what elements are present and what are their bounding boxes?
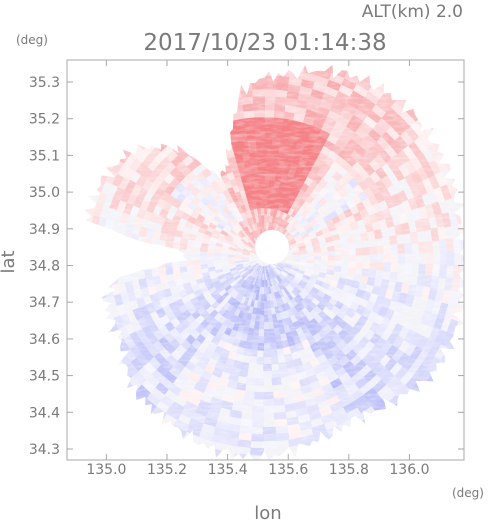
y-axis-label: lat	[0, 250, 19, 273]
plot-frame	[66, 59, 465, 461]
y-tick-label: 35.0	[29, 185, 60, 201]
x-tick-label: 135.4	[208, 462, 248, 478]
y-tick-label: 35.1	[29, 148, 60, 164]
y-tick-label: 34.5	[29, 369, 60, 385]
y-tick-label: 34.9	[29, 222, 60, 238]
x-tick-label: 135.0	[86, 462, 126, 478]
y-tick-label: 34.6	[29, 332, 60, 348]
x-tick-label: 135.2	[147, 462, 187, 478]
x-tick-label: 135.6	[268, 462, 308, 478]
y-tick-label: 35.2	[29, 112, 60, 128]
x-axis-label: lon	[254, 503, 281, 521]
y-tick-label: 34.8	[29, 259, 60, 275]
y-axis: 34.3 34.4 34.5 34.6 34.7 34.8 34.9 35.0 35.1 35.2…	[29, 75, 464, 458]
y-tick-label: 34.4	[29, 405, 60, 421]
x-tick-label: 135.8	[329, 462, 369, 478]
x-unit-label: (deg)	[452, 486, 484, 500]
x-tick-label: 136.0	[389, 462, 429, 478]
y-unit-label: (deg)	[16, 33, 48, 47]
y-tick-label: 34.7	[29, 295, 60, 311]
y-tick-label: 34.3	[29, 442, 60, 458]
x-axis: 135.0 135.2 135.4 135.6 135.8 136.0	[86, 60, 429, 478]
altitude-label: ALT(km) 2.0	[362, 2, 463, 22]
timestamp: 2017/10/23 01:14:38	[143, 30, 386, 56]
y-tick-label: 35.3	[29, 75, 60, 91]
